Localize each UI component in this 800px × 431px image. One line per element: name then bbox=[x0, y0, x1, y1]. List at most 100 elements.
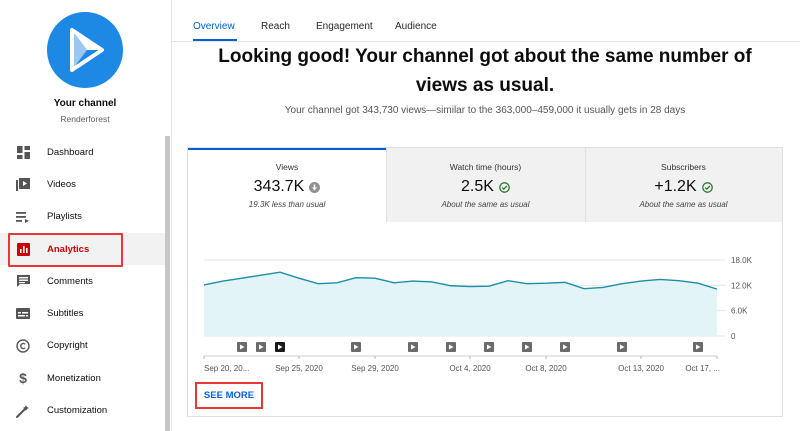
sidebar-item-copyright[interactable]: Copyright bbox=[0, 330, 166, 362]
play-icon bbox=[696, 344, 701, 350]
tab-active-indicator bbox=[193, 39, 237, 41]
play-icon bbox=[563, 344, 568, 350]
video-marker-play-icon[interactable] bbox=[351, 342, 361, 352]
x-tick-label: Oct 13, 2020 bbox=[618, 364, 664, 373]
subtitles-icon bbox=[15, 306, 31, 322]
check-circle-icon bbox=[499, 181, 510, 193]
analytics-icon bbox=[15, 241, 31, 257]
sidebar-item-customization[interactable]: Customization bbox=[0, 394, 166, 426]
video-marker-play-icon[interactable] bbox=[408, 342, 418, 352]
play-icon bbox=[525, 344, 530, 350]
sidebar-item-label: Dashboard bbox=[47, 146, 94, 158]
metric-tab-watch-time[interactable]: Watch time (hours) 2.5K About the same a… bbox=[386, 148, 585, 222]
metric-active-indicator bbox=[188, 148, 386, 150]
tab-reach[interactable]: Reach bbox=[261, 21, 290, 32]
sidebar: Your channel Renderforest Dashboard Vide… bbox=[0, 0, 172, 431]
video-marker-play-icon[interactable] bbox=[446, 342, 456, 352]
play-icon bbox=[259, 344, 264, 350]
sidebar-item-label: Analytics bbox=[47, 243, 90, 255]
copyright-icon bbox=[15, 338, 31, 354]
down-arrow-icon bbox=[309, 181, 321, 193]
video-marker-play-icon[interactable] bbox=[522, 342, 532, 352]
play-icon bbox=[278, 344, 283, 350]
video-marker-play-icon[interactable] bbox=[237, 342, 247, 352]
analytics-tabs bbox=[172, 0, 800, 42]
views-line bbox=[203, 271, 718, 290]
monetization-icon: $ bbox=[15, 370, 31, 386]
video-marker-play-icon[interactable] bbox=[256, 342, 266, 352]
metric-note: About the same as usual bbox=[441, 200, 530, 209]
tab-audience[interactable]: Audience bbox=[395, 21, 437, 32]
metric-divider bbox=[585, 148, 586, 222]
x-tick-label: Sep 29, 2020 bbox=[351, 364, 399, 373]
metric-value-row: +1.2K bbox=[585, 178, 782, 196]
sidebar-item-label: Comments bbox=[47, 275, 93, 287]
dashboard-icon bbox=[15, 144, 31, 160]
sidebar-item-label: Monetization bbox=[47, 372, 101, 384]
metric-tab-subscribers[interactable]: Subscribers +1.2K About the same as usua… bbox=[585, 148, 782, 222]
page-subheadline: Your channel got 343,730 views—similar t… bbox=[284, 105, 686, 116]
x-tick-label: Oct 4, 2020 bbox=[449, 364, 491, 373]
sidebar-item-analytics[interactable]: Analytics bbox=[0, 232, 166, 266]
sidebar-item-label: Customization bbox=[47, 405, 108, 417]
views-area bbox=[204, 272, 717, 336]
video-marker-play-icon[interactable] bbox=[617, 342, 627, 352]
x-tick-label: Sep 20, 20... bbox=[204, 364, 249, 373]
video-marker-play-icon[interactable] bbox=[484, 342, 494, 352]
channel-avatar[interactable] bbox=[47, 12, 123, 88]
videos-icon bbox=[15, 176, 31, 192]
metric-value-row: 343.7K bbox=[188, 178, 386, 196]
play-icon bbox=[240, 344, 245, 350]
sidebar-item-comments[interactable]: Comments bbox=[0, 265, 166, 297]
play-icon bbox=[620, 344, 625, 350]
metric-note: 19.3K less than usual bbox=[248, 200, 326, 209]
sidebar-item-monetization[interactable]: $ Monetization bbox=[0, 362, 166, 394]
play-icon bbox=[411, 344, 416, 350]
x-tick-label: Oct 8, 2020 bbox=[525, 364, 567, 373]
metric-label: Views bbox=[275, 162, 299, 172]
x-tick-label: Sep 25, 2020 bbox=[275, 364, 323, 373]
metric-tab-views[interactable]: Views 343.7K 19.3K less than usual bbox=[188, 148, 386, 222]
channel-name: Your channel bbox=[53, 98, 117, 109]
y-tick-label: 6.0K bbox=[731, 307, 748, 316]
svg-text:$: $ bbox=[19, 371, 27, 386]
metric-label: Watch time (hours) bbox=[449, 162, 522, 172]
play-icon bbox=[487, 344, 492, 350]
video-marker-play-icon[interactable] bbox=[560, 342, 570, 352]
sidebar-item-subtitles[interactable]: Subtitles bbox=[0, 297, 166, 329]
metric-value-row: 2.5K bbox=[386, 178, 585, 196]
sidebar-scrollbar[interactable] bbox=[165, 136, 170, 431]
metric-label: Subscribers bbox=[661, 162, 706, 172]
sidebar-item-dashboard[interactable]: Dashboard bbox=[0, 136, 166, 168]
metric-value: 2.5K bbox=[461, 178, 494, 195]
page-headline: Looking good! Your channel got about the… bbox=[218, 46, 752, 96]
renderforest-logo-icon bbox=[70, 28, 104, 72]
metric-divider bbox=[386, 148, 387, 222]
play-icon bbox=[354, 344, 359, 350]
sidebar-item-playlists[interactable]: Playlists bbox=[0, 201, 166, 233]
sidebar-nav: Dashboard Videos Playlists Analytics bbox=[0, 136, 166, 427]
tab-overview[interactable]: Overview bbox=[193, 21, 235, 32]
sidebar-item-label: Videos bbox=[47, 178, 76, 190]
y-tick-label: 12.0K bbox=[731, 281, 753, 290]
play-icon bbox=[449, 344, 454, 350]
x-tick-label: Oct 17, ... bbox=[685, 364, 720, 373]
channel-handle: Renderforest bbox=[60, 114, 110, 124]
sidebar-item-label: Copyright bbox=[47, 340, 88, 352]
see-more-button[interactable]: SEE MORE bbox=[203, 390, 255, 401]
sidebar-item-label: Subtitles bbox=[47, 308, 84, 320]
playlists-icon bbox=[15, 209, 31, 225]
sidebar-item-videos[interactable]: Videos bbox=[0, 168, 166, 200]
y-tick-label: 18.0K bbox=[731, 256, 753, 265]
video-marker-play-icon[interactable] bbox=[693, 342, 703, 352]
y-tick-label: 0 bbox=[731, 332, 736, 341]
sidebar-item-label: Playlists bbox=[47, 211, 82, 223]
tab-engagement[interactable]: Engagement bbox=[316, 21, 373, 32]
check-circle-icon bbox=[701, 181, 713, 193]
metric-note: About the same as usual bbox=[639, 200, 728, 209]
customization-icon bbox=[15, 403, 31, 419]
see-more-highlight-box: SEE MORE bbox=[195, 382, 263, 409]
video-marker-play-icon[interactable] bbox=[275, 342, 285, 352]
